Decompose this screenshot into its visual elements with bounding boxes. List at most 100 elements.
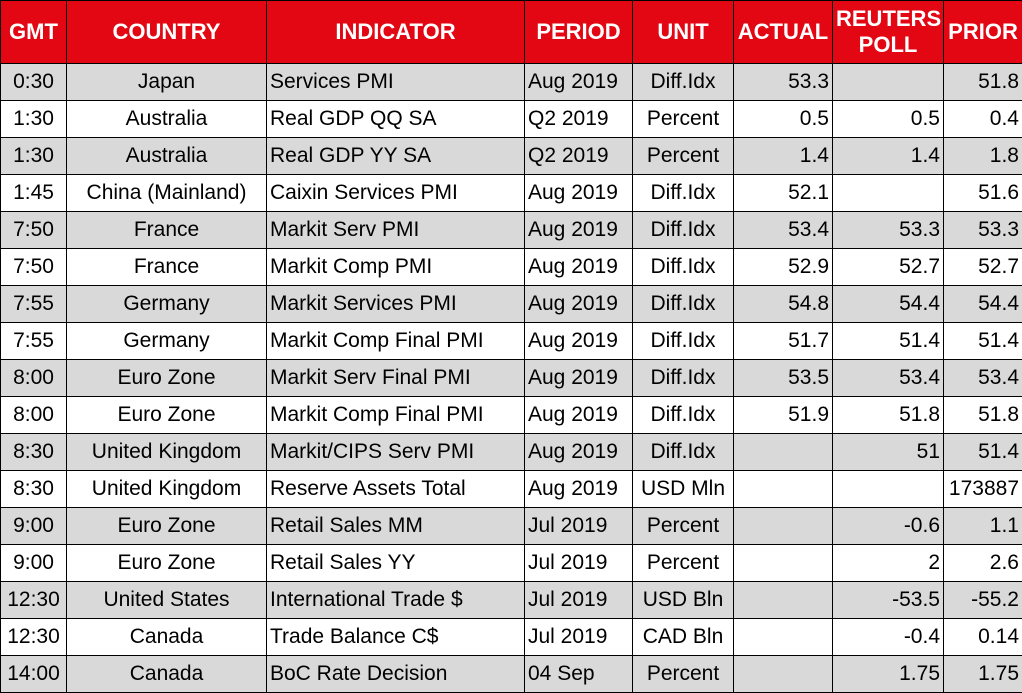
cell-prior: 53.4 xyxy=(944,360,1022,397)
cell-unit: Diff.Idx xyxy=(633,212,734,249)
cell-period: Jul 2019 xyxy=(525,619,633,656)
cell-prior: 54.4 xyxy=(944,286,1022,323)
cell-actual xyxy=(734,656,833,693)
cell-gmt: 8:00 xyxy=(1,360,67,397)
cell-country: Australia xyxy=(67,101,267,138)
cell-gmt: 8:30 xyxy=(1,471,67,508)
header-row: GMT COUNTRY INDICATOR PERIOD UNIT ACTUAL… xyxy=(1,1,1022,64)
cell-indicator: Markit Comp PMI xyxy=(267,249,525,286)
cell-period: Aug 2019 xyxy=(525,434,633,471)
cell-indicator: Markit Comp Final PMI xyxy=(267,397,525,434)
cell-period: Q2 2019 xyxy=(525,101,633,138)
cell-country: Euro Zone xyxy=(67,545,267,582)
cell-reuters-poll: -0.6 xyxy=(833,508,944,545)
cell-period: Aug 2019 xyxy=(525,360,633,397)
cell-unit: Diff.Idx xyxy=(633,175,734,212)
cell-indicator: Real GDP QQ SA xyxy=(267,101,525,138)
cell-actual xyxy=(734,582,833,619)
cell-unit: Diff.Idx xyxy=(633,286,734,323)
cell-reuters-poll: 52.7 xyxy=(833,249,944,286)
cell-unit: USD Mln xyxy=(633,471,734,508)
cell-unit: Diff.Idx xyxy=(633,64,734,101)
cell-country: Australia xyxy=(67,138,267,175)
cell-actual: 51.7 xyxy=(734,323,833,360)
cell-indicator: Markit Services PMI xyxy=(267,286,525,323)
cell-country: Euro Zone xyxy=(67,508,267,545)
cell-unit: Diff.Idx xyxy=(633,360,734,397)
cell-period: Aug 2019 xyxy=(525,471,633,508)
cell-country: China (Mainland) xyxy=(67,175,267,212)
cell-reuters-poll: 51 xyxy=(833,434,944,471)
cell-actual: 54.8 xyxy=(734,286,833,323)
cell-prior: 1.1 xyxy=(944,508,1022,545)
cell-period: Aug 2019 xyxy=(525,286,633,323)
cell-unit: Percent xyxy=(633,101,734,138)
cell-country: United States xyxy=(67,582,267,619)
cell-reuters-poll xyxy=(833,64,944,101)
cell-indicator: International Trade $ xyxy=(267,582,525,619)
header-reuters-poll: REUTERS POLL xyxy=(833,1,944,64)
cell-unit: Diff.Idx xyxy=(633,249,734,286)
cell-unit: Diff.Idx xyxy=(633,397,734,434)
cell-actual: 53.4 xyxy=(734,212,833,249)
cell-gmt: 14:00 xyxy=(1,656,67,693)
cell-indicator: Reserve Assets Total xyxy=(267,471,525,508)
cell-indicator: Retail Sales MM xyxy=(267,508,525,545)
cell-prior: 51.6 xyxy=(944,175,1022,212)
header-country: COUNTRY xyxy=(67,1,267,64)
cell-reuters-poll: 53.4 xyxy=(833,360,944,397)
cell-gmt: 9:00 xyxy=(1,508,67,545)
cell-gmt: 12:30 xyxy=(1,582,67,619)
cell-period: Aug 2019 xyxy=(525,175,633,212)
header-actual: ACTUAL xyxy=(734,1,833,64)
cell-gmt: 9:00 xyxy=(1,545,67,582)
cell-actual xyxy=(734,471,833,508)
cell-indicator: Retail Sales YY xyxy=(267,545,525,582)
cell-unit: Percent xyxy=(633,656,734,693)
header-indicator: INDICATOR xyxy=(267,1,525,64)
cell-unit: CAD Bln xyxy=(633,619,734,656)
cell-period: Jul 2019 xyxy=(525,508,633,545)
cell-reuters-poll: 54.4 xyxy=(833,286,944,323)
cell-actual xyxy=(734,619,833,656)
cell-country: Euro Zone xyxy=(67,360,267,397)
cell-indicator: Real GDP YY SA xyxy=(267,138,525,175)
cell-reuters-poll: 53.3 xyxy=(833,212,944,249)
cell-prior: 1.8 xyxy=(944,138,1022,175)
cell-period: Aug 2019 xyxy=(525,323,633,360)
cell-indicator: BoC Rate Decision xyxy=(267,656,525,693)
cell-actual: 52.9 xyxy=(734,249,833,286)
cell-prior: 1.75 xyxy=(944,656,1022,693)
cell-period: Aug 2019 xyxy=(525,249,633,286)
cell-period: Aug 2019 xyxy=(525,397,633,434)
cell-reuters-poll: 1.4 xyxy=(833,138,944,175)
cell-reuters-poll xyxy=(833,175,944,212)
cell-country: Germany xyxy=(67,323,267,360)
cell-unit: Diff.Idx xyxy=(633,323,734,360)
cell-reuters-poll: 51.4 xyxy=(833,323,944,360)
cell-prior: 51.4 xyxy=(944,434,1022,471)
header-gmt: GMT xyxy=(1,1,67,64)
cell-reuters-poll: -0.4 xyxy=(833,619,944,656)
cell-unit: Percent xyxy=(633,508,734,545)
cell-country: France xyxy=(67,212,267,249)
cell-gmt: 1:30 xyxy=(1,138,67,175)
cell-gmt: 7:55 xyxy=(1,286,67,323)
cell-prior: -55.2 xyxy=(944,582,1022,619)
cell-actual: 51.9 xyxy=(734,397,833,434)
cell-country: Japan xyxy=(67,64,267,101)
header-unit: UNIT xyxy=(633,1,734,64)
cell-period: Jul 2019 xyxy=(525,545,633,582)
